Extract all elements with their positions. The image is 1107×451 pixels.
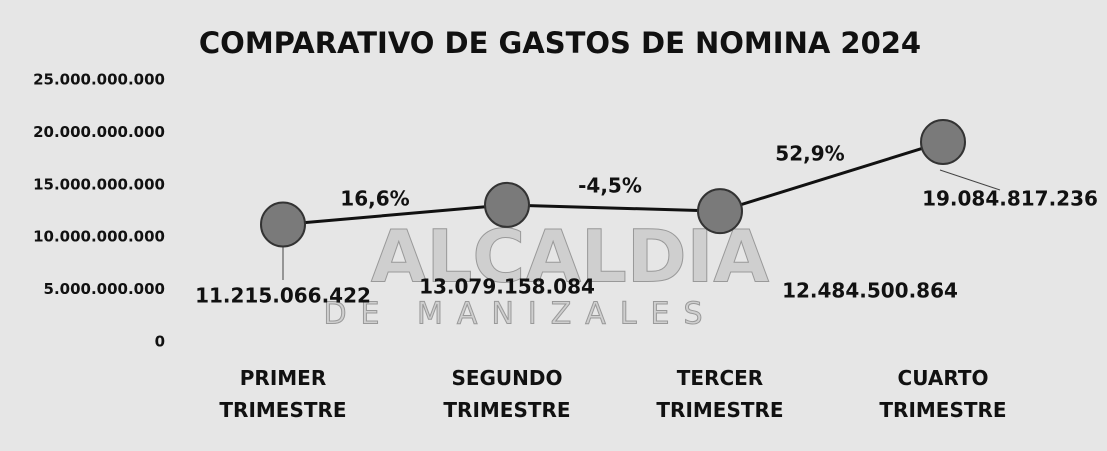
y-tick-label: 5.000.000.000 xyxy=(44,280,165,298)
x-tick-label: TERCER TRIMESTRE xyxy=(656,366,784,422)
annotation: -4,5% xyxy=(578,174,642,198)
watermark: ALCALDIA xyxy=(371,215,770,299)
marker xyxy=(697,188,743,235)
y-tick-label: 25.000.000.000 xyxy=(33,71,165,89)
annotation: 52,9% xyxy=(775,142,844,166)
marker xyxy=(920,118,966,165)
data-label: 11.215.066.422 xyxy=(195,284,371,308)
y-tick-label: 20.000.000.000 xyxy=(33,123,165,141)
chart-title: COMPARATIVO DE GASTOS DE NOMINA 2024 xyxy=(199,26,921,60)
leader xyxy=(939,169,1001,191)
data-label: 13.079.158.084 xyxy=(419,275,595,299)
data-label: 19.084.817.236 xyxy=(922,187,1098,211)
x-tick-label: CUARTO TRIMESTRE xyxy=(879,366,1007,422)
line xyxy=(282,140,944,226)
y-tick-label: 10.000.000.000 xyxy=(33,228,165,246)
y-tick-label: 0 xyxy=(155,333,165,351)
marker xyxy=(260,201,306,248)
marker xyxy=(484,181,530,228)
y-tick-label: 15.000.000.000 xyxy=(33,175,165,193)
x-tick-label: PRIMER TRIMESTRE xyxy=(219,366,347,422)
annotation: 16,6% xyxy=(340,187,409,211)
x-tick-label: SEGUNDO TRIMESTRE xyxy=(443,366,571,422)
data-label: 12.484.500.864 xyxy=(782,279,958,303)
watermark: DE MANIZALES xyxy=(323,297,716,332)
